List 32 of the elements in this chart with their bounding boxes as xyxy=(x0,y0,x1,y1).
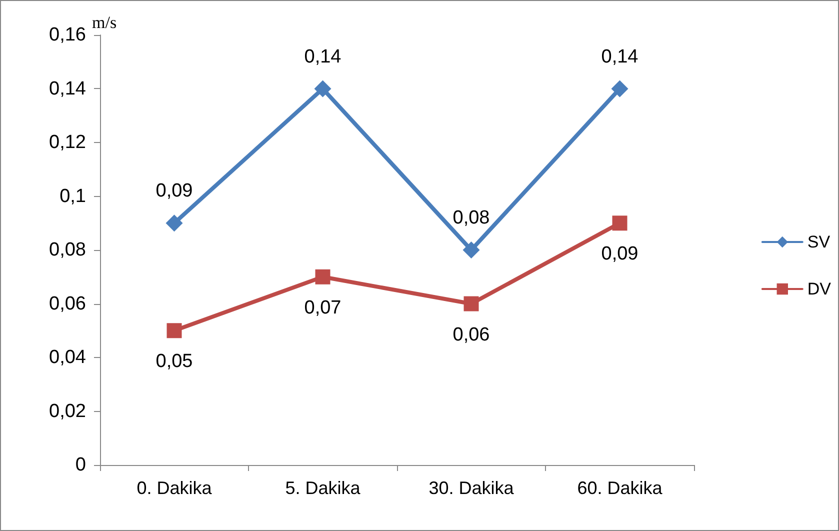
y-tick-label: 0,02 xyxy=(49,400,86,422)
point xyxy=(166,323,182,338)
y-axis-title: m/s xyxy=(92,13,117,32)
point xyxy=(462,242,480,258)
y-tick-label: 0,04 xyxy=(49,347,86,368)
data-label: 0,05 xyxy=(156,351,193,372)
data-label: 0,09 xyxy=(601,244,638,265)
point xyxy=(612,216,628,231)
data-label: 0,08 xyxy=(452,208,490,228)
legend-label: DV xyxy=(807,280,832,298)
x-tick-label: 60. Dakika xyxy=(577,478,664,498)
y-tick-label: 0,16 xyxy=(49,24,86,46)
y-tick-label: 0,14 xyxy=(49,78,86,100)
x-tick-label: 0. Dakika xyxy=(136,478,213,498)
y-tick-label: 0,1 xyxy=(60,186,86,207)
point xyxy=(611,80,628,98)
point xyxy=(464,296,479,312)
point xyxy=(314,80,332,98)
data-label: 0,09 xyxy=(156,180,193,202)
y-tick-label: 0,06 xyxy=(49,293,86,314)
point xyxy=(166,214,183,232)
x-tick-label: 5. Dakika xyxy=(285,478,362,498)
y-tick-label: 0,12 xyxy=(49,132,86,153)
data-label: 0,07 xyxy=(304,297,342,318)
data-label: 0,14 xyxy=(601,46,639,68)
point xyxy=(315,269,330,284)
data-label: 0,06 xyxy=(452,324,490,346)
y-tick-label: 0,08 xyxy=(49,240,86,260)
x-tick-label: 30. Dakika xyxy=(428,478,515,498)
y-tick-label: 0 xyxy=(75,454,86,476)
legend-label: SV xyxy=(807,232,831,252)
data-label: 0,14 xyxy=(304,46,342,68)
